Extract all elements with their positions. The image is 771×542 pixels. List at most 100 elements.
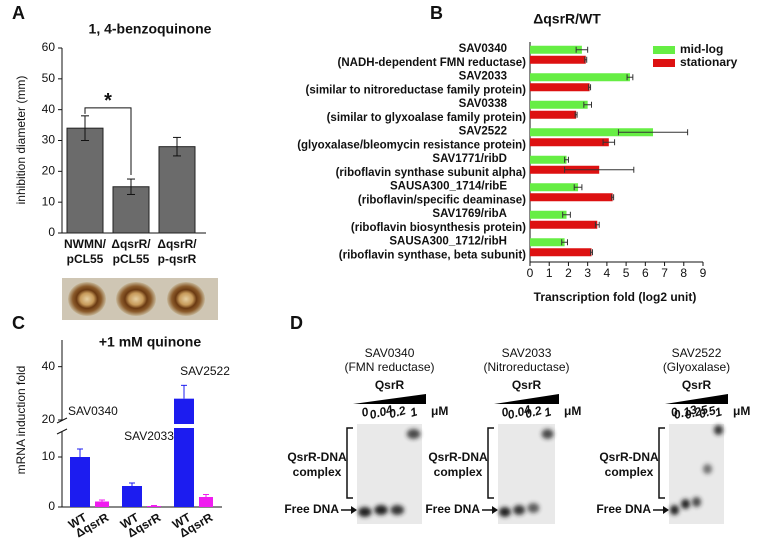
- x-tick-label: pCL55: [113, 252, 150, 266]
- x-axis-label: Transcription fold (log2 unit): [534, 290, 697, 304]
- x-tick-label: 1: [546, 266, 553, 280]
- complex-label: complex: [605, 465, 654, 479]
- gel-title: (Glyoxalase): [663, 360, 730, 374]
- gel-band: [713, 425, 724, 435]
- y-tick-label: 0: [48, 225, 55, 239]
- concentration-label: 0.25: [683, 402, 709, 422]
- gel-band: [406, 429, 421, 439]
- category-label: (similar to nitroreductase family protei…: [306, 84, 527, 96]
- complex-label: QsrR-DNA: [287, 450, 347, 464]
- gradient-wedge: [665, 394, 728, 404]
- gel-band: [513, 505, 526, 515]
- concentration-label: 0.04: [506, 402, 532, 422]
- category-label: SAV2033: [124, 429, 174, 443]
- gel-band: [527, 503, 540, 513]
- gel-title: (Nitroreductase): [483, 360, 569, 374]
- gel-band: [680, 499, 691, 509]
- bar: [158, 146, 196, 234]
- x-tick-label: 9: [700, 266, 707, 280]
- x-tick-label: 5: [623, 266, 630, 280]
- bar: [70, 457, 90, 507]
- x-tick-label: 2: [565, 266, 572, 280]
- gradient-wedge: [353, 394, 426, 404]
- category-label: (glyoxalase/bleomycin resistance protein…: [297, 139, 526, 151]
- y-tick-label: 40: [42, 359, 56, 373]
- panel-label: D: [290, 313, 303, 333]
- bar: [530, 138, 609, 147]
- concentration-label: 0: [500, 404, 510, 419]
- category-label: SAUSA300_1712/ribH: [389, 235, 507, 247]
- concentration-label: 1: [409, 404, 419, 419]
- chart-title: ΔqsrR/WT: [533, 11, 601, 27]
- concentration-label: 0.5: [697, 403, 717, 421]
- concentration-label: 0: [669, 404, 679, 419]
- y-tick-label: 10: [42, 449, 56, 463]
- category-label: SAV0340: [68, 404, 118, 418]
- free-dna-label: Free DNA: [596, 502, 651, 516]
- y-tick-label: 20: [42, 412, 56, 426]
- bar: [530, 100, 588, 109]
- gel-title: SAV2522: [672, 346, 722, 360]
- gel-band: [541, 429, 554, 439]
- complex-label: complex: [293, 465, 342, 479]
- complex-label: QsrR-DNA: [428, 450, 488, 464]
- x-tick-label: ΔqsrR/: [111, 237, 151, 251]
- dish: [116, 282, 156, 316]
- gradient-wedge: [494, 394, 559, 404]
- free-dna-label: Free DNA: [425, 502, 480, 516]
- gel-band: [374, 505, 388, 515]
- bar: [530, 83, 590, 92]
- axis-break: [56, 428, 68, 435]
- bracket: [487, 427, 494, 499]
- y-axis-label: mRNA induction fold: [14, 366, 28, 475]
- y-axis-label: inhibition diameter (mm): [14, 76, 28, 205]
- y-tick-label: 0: [48, 499, 55, 513]
- complex-label: complex: [434, 465, 483, 479]
- bar: [199, 497, 213, 507]
- complex-label: QsrR-DNA: [599, 450, 659, 464]
- x-tick-label: 4: [604, 266, 611, 280]
- x-tick-label: p-qsrR: [158, 252, 197, 266]
- concentration-label: 0.2: [388, 403, 408, 421]
- category-label: SAV2522: [459, 125, 507, 137]
- panel-label: C: [12, 313, 25, 333]
- dish: [167, 282, 205, 316]
- category-label: SAV2522: [180, 364, 230, 378]
- x-tick-label: NWMN/: [64, 237, 107, 251]
- gel-band: [702, 464, 713, 474]
- x-tick-label: 0: [527, 266, 534, 280]
- bar: [530, 210, 567, 219]
- bar: [530, 238, 565, 247]
- category-label: SAV1769/ribA: [432, 208, 507, 220]
- legend-label: stationary: [680, 55, 738, 69]
- bracket: [658, 427, 665, 499]
- protein-label: QsrR: [512, 378, 542, 392]
- concentration-label: 1: [713, 404, 723, 419]
- significance-star: *: [104, 90, 112, 112]
- gel-title: SAV2033: [502, 346, 552, 360]
- chart-title: +1 mM quinone: [99, 334, 202, 350]
- gel-band: [358, 507, 372, 517]
- gel: [498, 424, 555, 524]
- concentration-label: 0: [360, 404, 370, 419]
- unit-label: μM: [564, 404, 581, 418]
- x-tick-label: 6: [642, 266, 649, 280]
- dish: [68, 282, 106, 316]
- bracket: [346, 427, 353, 499]
- legend-label: mid-log: [680, 42, 723, 56]
- concentration-label: 1: [543, 404, 553, 419]
- bar: [530, 248, 592, 257]
- protein-label: QsrR: [682, 378, 712, 392]
- bar: [530, 73, 630, 82]
- category-label: (riboflavin synthase subunit alpha): [336, 167, 527, 179]
- x-tick-label: 7: [661, 266, 668, 280]
- panel-label: A: [12, 3, 25, 23]
- x-tick-label: pCL55: [67, 252, 104, 266]
- protein-label: QsrR: [375, 378, 405, 392]
- bar: [95, 501, 109, 507]
- bar: [66, 127, 104, 234]
- gel-band: [498, 507, 511, 517]
- legend-swatch: [653, 59, 675, 67]
- significance-bracket: [84, 107, 132, 176]
